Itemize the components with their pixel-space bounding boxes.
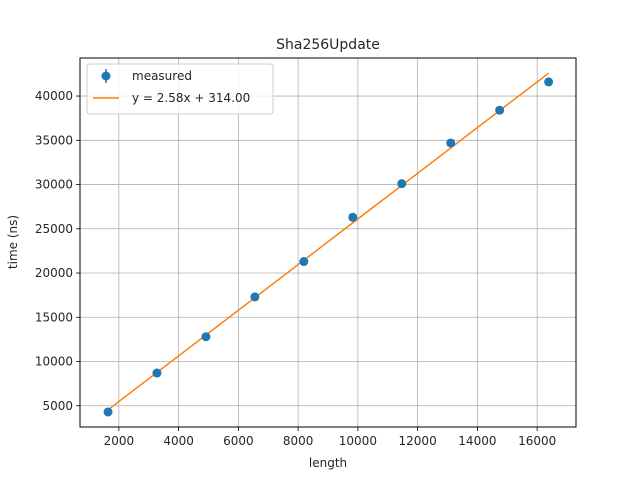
fit-line-layer [107, 72, 550, 411]
legend: measured y = 2.58x + 314.00 [86, 63, 274, 115]
data-point [495, 105, 505, 115]
legend-fit-label: y = 2.58x + 314.00 [132, 91, 250, 105]
data-point [397, 179, 407, 189]
points-layer [103, 77, 554, 417]
x-tick-label: 12000 [399, 434, 437, 448]
y-tick-label: 5000 [42, 399, 73, 413]
x-tick-label: 10000 [339, 434, 377, 448]
data-point [446, 138, 456, 148]
data-point [152, 368, 162, 378]
plot-area-frame [79, 57, 577, 428]
x-tick-label: 6000 [223, 434, 254, 448]
y-axis-ticks: 5000 10000 15000 20000 25000 30000 35000 40000 [35, 89, 80, 413]
y-axis-label: time (ns) [6, 215, 20, 269]
fit-line [107, 72, 550, 411]
legend-box [86, 63, 274, 115]
data-point [250, 292, 260, 302]
data-point [103, 407, 113, 417]
y-tick-label: 40000 [35, 89, 73, 103]
x-tick-label: 2000 [104, 434, 135, 448]
data-point [201, 332, 211, 342]
x-tick-label: 16000 [518, 434, 556, 448]
x-tick-label: 14000 [458, 434, 496, 448]
data-point [544, 77, 554, 87]
x-tick-label: 4000 [163, 434, 194, 448]
y-tick-label: 35000 [35, 133, 73, 147]
data-point [348, 212, 358, 222]
x-tick-label: 8000 [283, 434, 314, 448]
grid [80, 58, 576, 427]
y-tick-label: 20000 [35, 266, 73, 280]
data-point [299, 257, 309, 267]
x-axis-label: length [309, 456, 347, 470]
chart-title: Sha256Update [276, 37, 380, 53]
y-tick-label: 30000 [35, 178, 73, 192]
x-axis-ticks: 2000 4000 6000 8000 10000 12000 14000 16000 [104, 427, 556, 448]
y-tick-label: 15000 [35, 310, 73, 324]
legend-measured-label: measured [132, 69, 192, 83]
y-tick-label: 25000 [35, 222, 73, 236]
y-tick-label: 10000 [35, 355, 73, 369]
legend-measured-marker [101, 71, 111, 81]
